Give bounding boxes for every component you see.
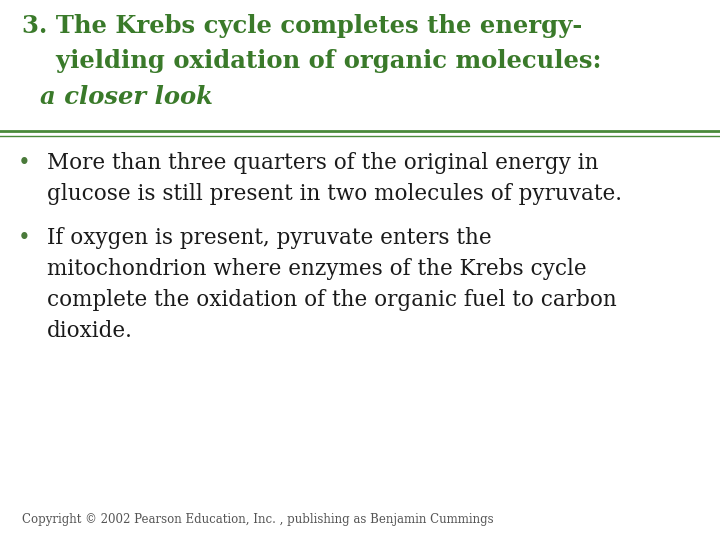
Text: •: • xyxy=(18,152,31,174)
Text: glucose is still present in two molecules of pyruvate.: glucose is still present in two molecule… xyxy=(47,183,622,205)
Text: •: • xyxy=(18,227,31,249)
Text: 3. The Krebs cycle completes the energy-: 3. The Krebs cycle completes the energy- xyxy=(22,14,582,37)
Text: More than three quarters of the original energy in: More than three quarters of the original… xyxy=(47,152,598,174)
Text: mitochondrion where enzymes of the Krebs cycle: mitochondrion where enzymes of the Krebs… xyxy=(47,258,586,280)
Text: If oxygen is present, pyruvate enters the: If oxygen is present, pyruvate enters th… xyxy=(47,227,492,249)
Text: dioxide.: dioxide. xyxy=(47,320,132,342)
Text: a closer look: a closer look xyxy=(40,85,212,109)
Text: yielding oxidation of organic molecules:: yielding oxidation of organic molecules: xyxy=(22,49,601,72)
Text: Copyright © 2002 Pearson Education, Inc. , publishing as Benjamin Cummings: Copyright © 2002 Pearson Education, Inc.… xyxy=(22,514,493,526)
Text: complete the oxidation of the organic fuel to carbon: complete the oxidation of the organic fu… xyxy=(47,289,616,311)
